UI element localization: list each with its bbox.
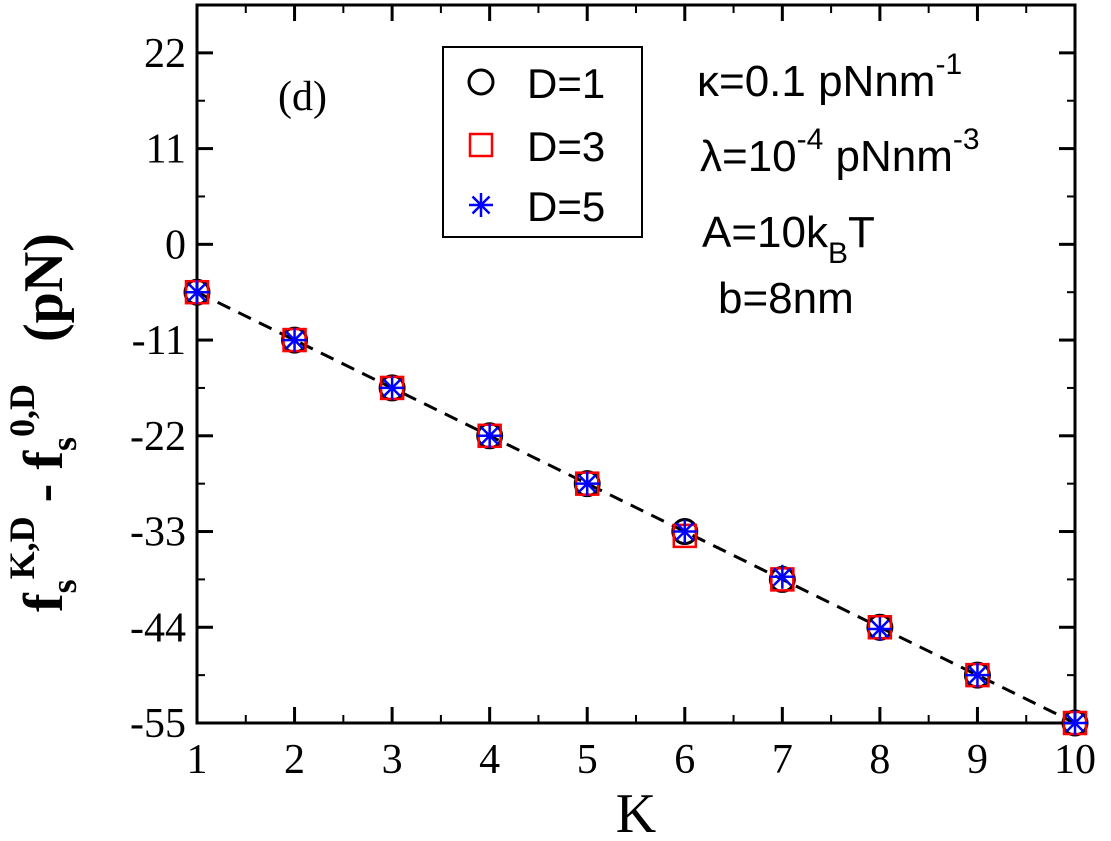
x-tick-label: 3 <box>382 737 403 783</box>
x-tick-label: 4 <box>479 737 500 783</box>
fit-line <box>196 290 1076 725</box>
y-tick-label: 0 <box>165 222 186 268</box>
y-tick-label: -55 <box>130 701 186 747</box>
y-tick-label: -33 <box>130 510 186 556</box>
legend-marker-circle <box>467 68 495 96</box>
x-tick-label: 2 <box>284 737 305 783</box>
x-tick-label: 5 <box>577 737 598 783</box>
data-point-star <box>672 519 697 544</box>
data-point-star <box>965 663 990 688</box>
data-point-star <box>1063 711 1087 735</box>
y-tick-label: -44 <box>130 605 186 651</box>
legend-marker-star <box>469 193 493 217</box>
annotation-kappa: κ=0.1 pNnm-1 <box>697 48 962 106</box>
y-tick-label: 22 <box>144 31 186 77</box>
x-tick-label: 10 <box>1054 737 1096 783</box>
legend-marker-square <box>468 132 494 158</box>
data-point-star <box>185 280 209 305</box>
x-axis-label: K <box>616 783 656 841</box>
x-tick-label: 8 <box>869 737 890 783</box>
annotation-lambda: λ=10-4 pNnm-3 <box>700 123 980 181</box>
data-point-star <box>770 564 795 589</box>
y-tick-label: -11 <box>132 318 186 364</box>
star-stroke <box>870 619 890 639</box>
legend-label: D=5 <box>527 183 605 230</box>
data-point-star <box>477 423 502 448</box>
panel-label: (d) <box>278 74 327 120</box>
star-stroke <box>187 282 207 302</box>
x-tick-label: 7 <box>772 737 793 783</box>
star-stroke <box>675 522 695 541</box>
star-stroke <box>285 330 304 350</box>
annotation-amplitude: A=10kBT <box>702 208 875 270</box>
y-axis-label: fsK,D - fs0,D (pN) <box>2 233 84 612</box>
data-point-star <box>575 471 600 496</box>
legend: D=1 D=3 D=5 <box>442 46 643 238</box>
star-stroke <box>1065 713 1085 733</box>
data-points <box>183 278 1089 737</box>
star-stroke <box>480 426 500 446</box>
star-stroke <box>577 474 597 494</box>
axis-tick-labels: 1 2 3 4 5 6 7 8 9 10 -55 -44 -33 -22 -11 0 11 22 <box>130 31 1096 783</box>
star-stroke <box>382 378 402 398</box>
legend-label: D=3 <box>527 123 605 170</box>
x-tick-label: 9 <box>967 737 988 783</box>
star-stroke <box>471 195 491 215</box>
star-stroke <box>968 665 987 685</box>
star-stroke <box>772 567 792 587</box>
data-point-star <box>867 617 892 642</box>
data-point-star <box>282 328 307 353</box>
y-tick-label: -22 <box>130 414 186 460</box>
data-point-star <box>380 375 405 400</box>
annotation-b: b=8nm <box>718 274 854 323</box>
y-tick-label: 11 <box>146 127 186 173</box>
legend-label: D=1 <box>527 60 605 107</box>
x-tick-label: 1 <box>187 737 208 783</box>
x-tick-label: 6 <box>674 737 695 783</box>
